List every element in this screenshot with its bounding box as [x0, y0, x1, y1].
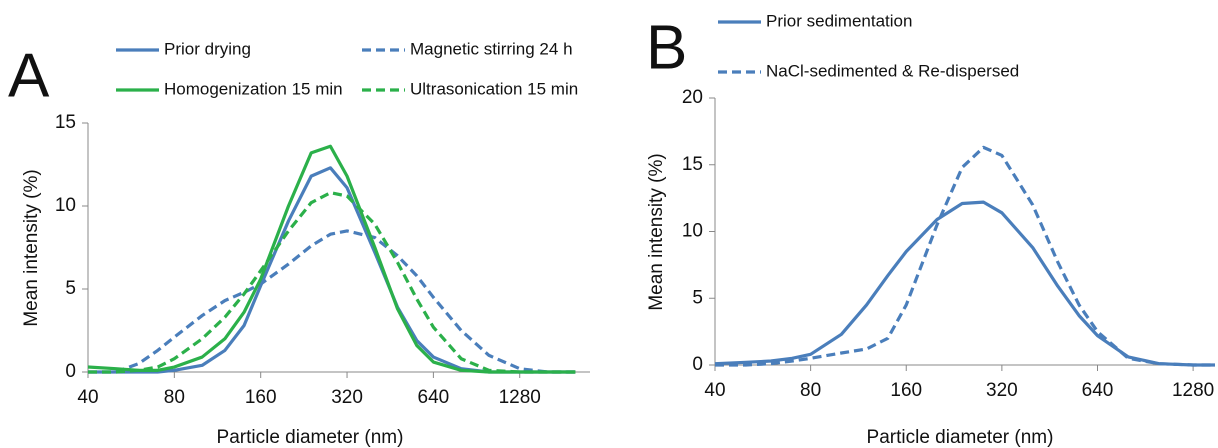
legend-label: NaCl-sedimented & Re-dispersed — [766, 61, 1019, 80]
x-tick-label: 1280 — [1172, 380, 1214, 401]
y-tick-label: 5 — [65, 278, 76, 299]
x-tick-label: 160 — [245, 387, 277, 408]
x-tick-label: 40 — [77, 387, 98, 408]
legend-label: Homogenization 15 min — [164, 79, 343, 98]
x-tick-label: 80 — [164, 387, 185, 408]
y-tick-label: 10 — [682, 221, 703, 242]
y-tick-label: 10 — [55, 195, 76, 216]
y-tick-label: 5 — [692, 287, 703, 308]
x-axis-title: Particle diameter (nm) — [217, 427, 404, 448]
data-line — [88, 229, 576, 374]
panel-label: B — [646, 13, 687, 82]
x-axis-title: Particle diameter (nm) — [867, 427, 1054, 448]
y-tick-label: 15 — [682, 154, 703, 175]
panel-label: A — [8, 41, 50, 110]
x-tick-label: 160 — [890, 380, 922, 401]
y-axis-title: Mean intensity (%) — [21, 169, 42, 326]
legend-label: Magnetic stirring 24 h — [410, 39, 573, 58]
x-tick-label: 80 — [800, 380, 821, 401]
x-tick-label: 640 — [1082, 380, 1114, 401]
x-tick-label: 320 — [986, 380, 1018, 401]
y-tick-label: 15 — [55, 112, 76, 133]
data-line — [715, 145, 1215, 367]
data-line — [88, 191, 576, 374]
data-line — [88, 166, 576, 374]
x-tick-label: 320 — [331, 387, 363, 408]
y-axis-title: Mean intensity (%) — [646, 153, 667, 310]
y-tick-label: 0 — [65, 361, 76, 382]
x-tick-label: 1280 — [499, 387, 541, 408]
data-line — [87, 144, 576, 374]
y-tick-label: 20 — [682, 87, 703, 108]
x-tick-label: 40 — [704, 380, 725, 401]
y-tick-label: 0 — [692, 354, 703, 375]
x-tick-label: 640 — [418, 387, 450, 408]
legend-label: Prior drying — [164, 39, 251, 58]
data-line — [714, 200, 1215, 367]
legend-label: Ultrasonication 15 min — [410, 79, 578, 98]
legend-label: Prior sedimentation — [766, 11, 912, 30]
